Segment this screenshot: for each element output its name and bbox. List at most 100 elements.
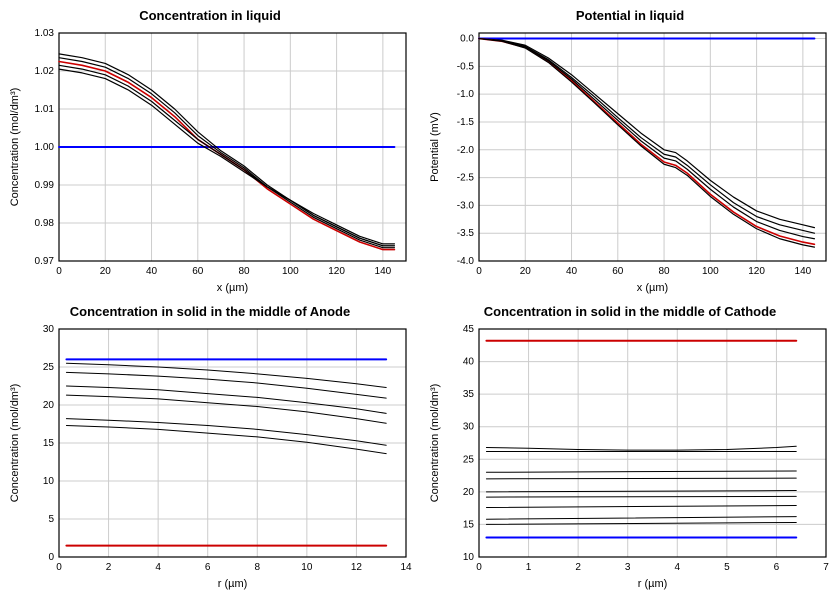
y-tick-label: -3.5	[457, 228, 475, 239]
x-tick-label: 80	[239, 266, 251, 277]
x-tick-label: 0	[56, 562, 62, 573]
title-conc-cathode: Concentration in solid in the middle of …	[424, 304, 836, 319]
x-tick-label: 40	[146, 266, 158, 277]
series-line	[479, 39, 814, 239]
x-axis-label: r (µm)	[218, 578, 248, 590]
y-tick-label: 15	[463, 519, 475, 530]
y-tick-label: 1.01	[35, 104, 55, 115]
x-axis-label: x (µm)	[637, 282, 668, 294]
y-tick-label: -1.0	[457, 89, 475, 100]
panel-conc-anode: Concentration in solid in the middle of …	[4, 304, 416, 592]
x-tick-label: 8	[255, 562, 261, 573]
series-line	[479, 39, 814, 228]
plot-pot-liquid: 0 20 40 60 80 100 120 140 -4.0 -3.5 -3.0 -2.5 -2.0 -1…	[424, 27, 836, 295]
plot-conc-cathode: 012345671015202530354045r (µm)Concentrat…	[424, 323, 836, 591]
x-tick-label: 60	[612, 266, 624, 277]
chart-svg: 0204060801001201400.970.980.991.001.011.…	[4, 27, 416, 295]
x-tick-label: 0	[476, 562, 482, 573]
x-tick-label: 5	[724, 562, 730, 573]
plot-conc-liquid: 0204060801001201400.970.980.991.001.011.…	[4, 27, 416, 295]
x-tick-label: 80	[659, 266, 671, 277]
x-tick-label: 140	[795, 266, 812, 277]
y-tick-label: 30	[463, 422, 475, 433]
series-line	[486, 471, 796, 472]
x-tick-label: 6	[205, 562, 211, 573]
series-line	[59, 58, 394, 248]
series-line	[66, 419, 386, 446]
x-tick-label: 40	[566, 266, 578, 277]
y-tick-label: 45	[463, 324, 475, 335]
y-tick-label: 20	[463, 487, 475, 498]
y-tick-label: 1.02	[35, 66, 55, 77]
series-line	[66, 395, 386, 423]
y-tick-label: 35	[463, 389, 475, 400]
x-tick-label: 10	[301, 562, 313, 573]
series-line	[59, 65, 394, 246]
y-tick-label: 1.03	[35, 28, 55, 39]
x-tick-label: 120	[328, 266, 345, 277]
panel-pot-liquid: Potential in liquid 0 20 40 60 80 100 120 140 -4…	[424, 8, 836, 296]
y-tick-label: -3.0	[457, 200, 475, 211]
title-pot-liquid: Potential in liquid	[424, 8, 836, 23]
x-tick-label: 2	[575, 562, 581, 573]
y-tick-label: -2.0	[457, 145, 475, 156]
series-line	[486, 506, 796, 508]
y-axis-label: Concentration (mol/dm³)	[429, 384, 441, 503]
x-tick-label: 60	[192, 266, 204, 277]
series-line	[486, 517, 796, 520]
y-axis-label: Concentration (mol/dm³)	[9, 384, 21, 503]
y-tick-label: 25	[463, 454, 475, 465]
x-tick-label: 120	[748, 266, 765, 277]
x-tick-label: 100	[282, 266, 299, 277]
y-tick-label: -2.5	[457, 173, 475, 184]
chart-grid: Concentration in liquid 0204060801001201…	[0, 0, 840, 600]
series-line	[486, 496, 796, 497]
x-tick-label: 0	[56, 266, 62, 277]
series-line	[66, 386, 386, 413]
x-tick-label: 6	[774, 562, 780, 573]
series-line	[486, 446, 796, 450]
y-tick-label: -4.0	[457, 256, 475, 267]
panel-conc-cathode: Concentration in solid in the middle of …	[424, 304, 836, 592]
y-axis-label: Potential (mV)	[429, 112, 441, 182]
series-line	[66, 372, 386, 398]
x-tick-label: 7	[823, 562, 829, 573]
x-tick-label: 2	[106, 562, 112, 573]
y-tick-label: -1.5	[457, 117, 475, 128]
series-line	[66, 426, 386, 454]
x-tick-label: 14	[400, 562, 412, 573]
y-tick-label: 0.97	[35, 256, 55, 267]
x-tick-label: 0	[476, 266, 482, 277]
y-axis-label: Concentration (mol/dm³)	[9, 88, 21, 207]
y-tick-label: 0	[48, 552, 54, 563]
panel-conc-liquid: Concentration in liquid 0 20 40 60 80 100 120 1…	[4, 8, 416, 296]
y-tick-label: 20	[43, 400, 55, 411]
x-tick-label: 20	[100, 266, 112, 277]
y-tick-label: 15	[43, 438, 55, 449]
series-line	[59, 62, 394, 250]
series-line	[486, 478, 796, 479]
x-tick-label: 1	[526, 562, 532, 573]
y-tick-label: 40	[463, 357, 475, 368]
y-tick-label: 30	[43, 324, 55, 335]
y-tick-label: 1.00	[35, 142, 55, 153]
x-tick-label: 20	[520, 266, 532, 277]
series-line	[479, 39, 814, 234]
x-tick-label: 4	[675, 562, 681, 573]
chart-svg: 02468101214051015202530r (µm)Concentrati…	[4, 323, 416, 591]
x-axis-label: x (µm)	[217, 282, 248, 294]
x-tick-label: 140	[375, 266, 392, 277]
chart-svg: 012345671015202530354045r (µm)Concentrat…	[424, 323, 836, 591]
plot-conc-anode: 02468101214051015202530r (µm)Concentrati…	[4, 323, 416, 591]
y-tick-label: 10	[463, 552, 475, 563]
y-tick-label: 25	[43, 362, 55, 373]
y-tick-label: 5	[48, 514, 54, 525]
y-tick-label: 0.99	[35, 180, 55, 191]
series-line	[479, 39, 814, 248]
y-tick-label: 10	[43, 476, 55, 487]
title-conc-anode: Concentration in solid in the middle of …	[4, 304, 416, 319]
x-tick-label: 100	[702, 266, 719, 277]
y-tick-label: -0.5	[457, 61, 475, 72]
title-conc-liquid: Concentration in liquid	[4, 8, 416, 23]
x-tick-label: 12	[351, 562, 363, 573]
